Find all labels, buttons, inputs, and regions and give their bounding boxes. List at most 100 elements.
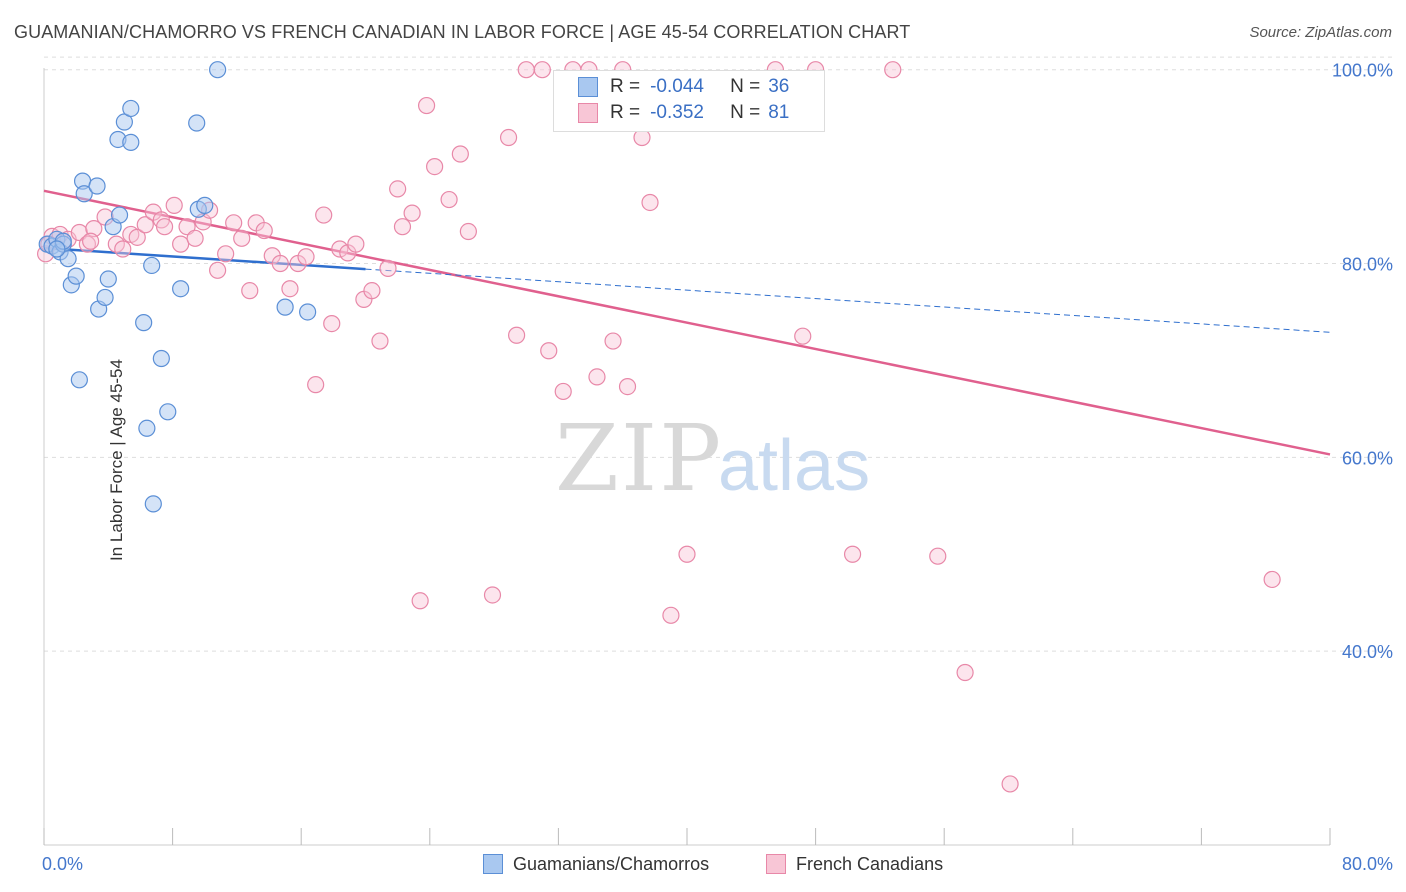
point-guamanian: [172, 280, 190, 298]
point-guamanian: [159, 403, 177, 421]
point-french-canadian: [315, 206, 333, 224]
point-guamanian: [70, 371, 88, 389]
legend-item-french-canadians[interactable]: French Canadians: [766, 852, 943, 876]
point-french-canadian: [499, 128, 518, 147]
point-french-canadian: [209, 261, 227, 279]
point-guamanian: [188, 114, 206, 132]
point-guamanian: [48, 240, 66, 258]
r-label: R =: [610, 102, 641, 123]
chart-title: GUAMANIAN/CHAMORRO VS FRENCH CANADIAN IN…: [14, 22, 911, 42]
point-french-canadian: [136, 216, 154, 234]
n-value: 36: [768, 76, 790, 97]
point-french-canadian: [82, 232, 100, 250]
legend-label: French Canadians: [796, 853, 944, 874]
point-french-canadian: [483, 586, 502, 604]
point-french-canadian: [540, 342, 558, 360]
point-guamanian: [144, 495, 162, 513]
r-value: -0.044: [650, 76, 704, 97]
point-french-canadian: [508, 326, 526, 344]
point-french-canadian: [78, 235, 97, 253]
r-label: R =: [610, 76, 641, 97]
trend-line-french-canadians: [43, 189, 1331, 456]
point-french-canadian: [307, 376, 325, 394]
point-french-canadian: [1001, 775, 1019, 793]
n-value: 81: [768, 102, 790, 123]
trend-line-guamanians: [43, 246, 366, 271]
point-french-canadian: [155, 218, 174, 236]
point-french-canadian: [533, 61, 551, 79]
point-french-canadian: [241, 282, 259, 300]
point-guamanian: [96, 288, 114, 307]
y-tick-label: 40.0%: [1342, 642, 1393, 662]
point-guamanian: [143, 256, 161, 275]
legend-row-french-canadians: R = -0.352 N = 81: [578, 101, 789, 125]
point-guamanian: [196, 196, 214, 214]
point-french-canadian: [233, 229, 251, 247]
point-french-canadian: [128, 228, 146, 246]
point-guamanian: [88, 177, 106, 195]
point-french-canadian: [794, 327, 812, 345]
point-guamanian: [59, 250, 77, 268]
point-guamanian: [135, 314, 153, 332]
point-guamanian: [67, 267, 85, 285]
point-french-canadian: [186, 229, 204, 247]
point-french-canadian: [172, 235, 190, 253]
grid: [44, 56, 1395, 652]
y-tick-label: 80.0%: [1342, 255, 1393, 275]
point-guamanian: [110, 206, 129, 224]
legend-swatch-pink: [578, 103, 598, 123]
point-french-canadian: [347, 235, 365, 253]
point-french-canadian: [440, 190, 458, 209]
point-french-canadian: [297, 248, 315, 266]
point-french-canadian: [426, 158, 444, 176]
legend-row-guamanians: R = -0.044 N = 36: [578, 75, 789, 99]
point-french-canadian: [678, 545, 696, 563]
point-french-canadian: [371, 332, 389, 350]
point-french-canadian: [884, 61, 902, 79]
point-french-canadian: [662, 606, 680, 624]
tick-labels: 100.0% 80.0% 60.0% 40.0% 0.0% 80.0%: [42, 61, 1393, 874]
point-french-canadian: [225, 214, 243, 232]
point-french-canadian: [178, 218, 196, 236]
point-french-canadian: [417, 96, 436, 115]
point-french-canadian: [517, 61, 535, 79]
point-guamanian: [299, 303, 317, 321]
point-guamanian: [75, 185, 93, 203]
axes: [43, 68, 1331, 846]
point-guamanian: [138, 419, 156, 437]
point-french-canadian: [459, 222, 477, 241]
trend-line-guamanians-dashed: [365, 268, 1331, 333]
point-french-canadian: [956, 663, 974, 682]
point-french-canadian: [393, 218, 412, 236]
source-label: Source: ZipAtlas.com: [1249, 24, 1392, 41]
point-french-canadian: [114, 240, 132, 258]
point-french-canadian: [85, 220, 103, 238]
x-tick-label: 80.0%: [1342, 854, 1393, 874]
watermark-atlas: atlas: [718, 426, 870, 506]
point-french-canadian: [389, 180, 407, 198]
legend-swatch-pink: [766, 854, 786, 874]
y-axis-label: In Labor Force | Age 45-54: [106, 359, 126, 561]
r-value: -0.352: [650, 102, 704, 123]
legend-label: Guamanians/Chamorros: [513, 853, 710, 874]
legend-item-guamanians[interactable]: Guamanians/Chamorros: [483, 852, 709, 876]
y-tick-label: 60.0%: [1342, 448, 1393, 468]
point-french-canadian: [165, 196, 183, 214]
legend-swatch-blue: [483, 854, 503, 874]
point-french-canadian: [255, 221, 273, 240]
x-tick-label: 0.0%: [42, 854, 83, 874]
point-french-canadian: [1263, 570, 1281, 589]
n-label: N =: [730, 102, 761, 123]
stats-legend: R = -0.044 N = 36 R = -0.352 N = 81: [553, 70, 825, 132]
point-guamanian: [209, 61, 227, 79]
point-french-canadian: [217, 245, 235, 263]
watermark-zip: ZIP: [555, 405, 723, 512]
trend-lines: [43, 189, 1331, 456]
point-french-canadian: [588, 368, 606, 386]
point-french-canadian: [331, 240, 349, 258]
point-french-canadian: [281, 280, 299, 298]
point-french-canadian: [641, 193, 659, 212]
data-points: [37, 61, 1281, 793]
